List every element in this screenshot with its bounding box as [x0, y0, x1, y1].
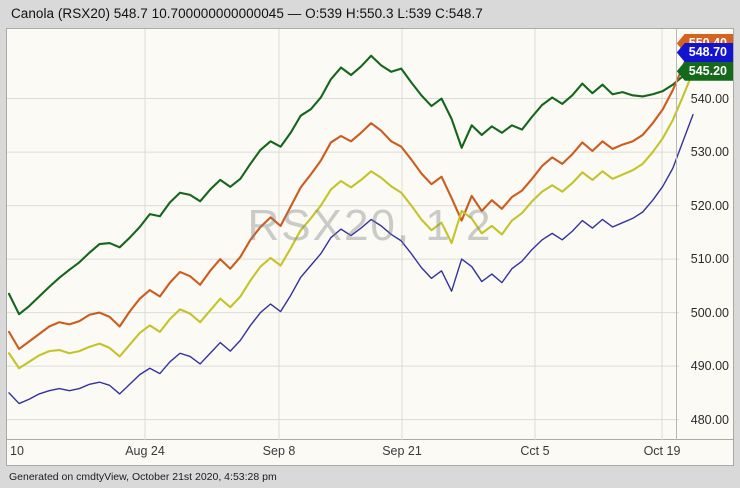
- vertical-gridlines: [144, 29, 663, 441]
- chart-plot-frame: RSX20, 1 2 480.00 490.00 500.00 510.00 520.0…: [6, 28, 735, 441]
- x-axis-tick-label: 10: [10, 444, 24, 458]
- chart-footer: Generated on cmdtyView, October 21st 202…: [0, 466, 740, 488]
- y-axis-tick-label: 520.00: [690, 198, 729, 213]
- x-axis-tick-label: Cct 5: [520, 444, 550, 458]
- chart-header: Canola (RSX20) 548.7 10.700000000000045 …: [0, 0, 740, 27]
- x-axis-tick-label: Sep 8: [262, 444, 296, 458]
- footer-generated-text: Generated on cmdtyView, October 21st 202…: [9, 471, 277, 483]
- y-axis-tick-label: 510.00: [690, 252, 729, 267]
- y-axis-tick-label: 540.00: [690, 91, 729, 106]
- blue-series: [8, 113, 694, 405]
- y-axis-tick-label: 500.00: [690, 305, 729, 320]
- x-axis-tick-label: Sep 21: [382, 444, 422, 458]
- horizontal-gridlines: [7, 98, 679, 421]
- blue-price-badge: 548.70: [676, 43, 733, 62]
- price-line-chart[interactable]: [7, 29, 735, 441]
- x-axis-labels: 10 Aug 24 Sep 8 Sep 21 Cct 5 Oct 19: [6, 440, 734, 466]
- green-price-badge: 545.20: [676, 61, 733, 81]
- orange-series: [7, 41, 695, 351]
- x-axis-tick-label: Aug 24: [125, 444, 165, 458]
- y-axis-divider: [676, 29, 677, 441]
- y-axis-tick-label: 480.00: [690, 412, 729, 427]
- x-axis-tick-label: Oct 19: [643, 444, 681, 458]
- olive-series: [7, 70, 695, 370]
- page-title: Canola (RSX20) 548.7 10.700000000000045 …: [11, 6, 483, 21]
- dark-green-series: [7, 54, 695, 316]
- y-axis-tick-label: 530.00: [690, 145, 729, 160]
- y-axis-tick-label: 490.00: [690, 359, 729, 374]
- chart-plot-area[interactable]: [7, 29, 735, 441]
- series-lines-group: [7, 41, 695, 405]
